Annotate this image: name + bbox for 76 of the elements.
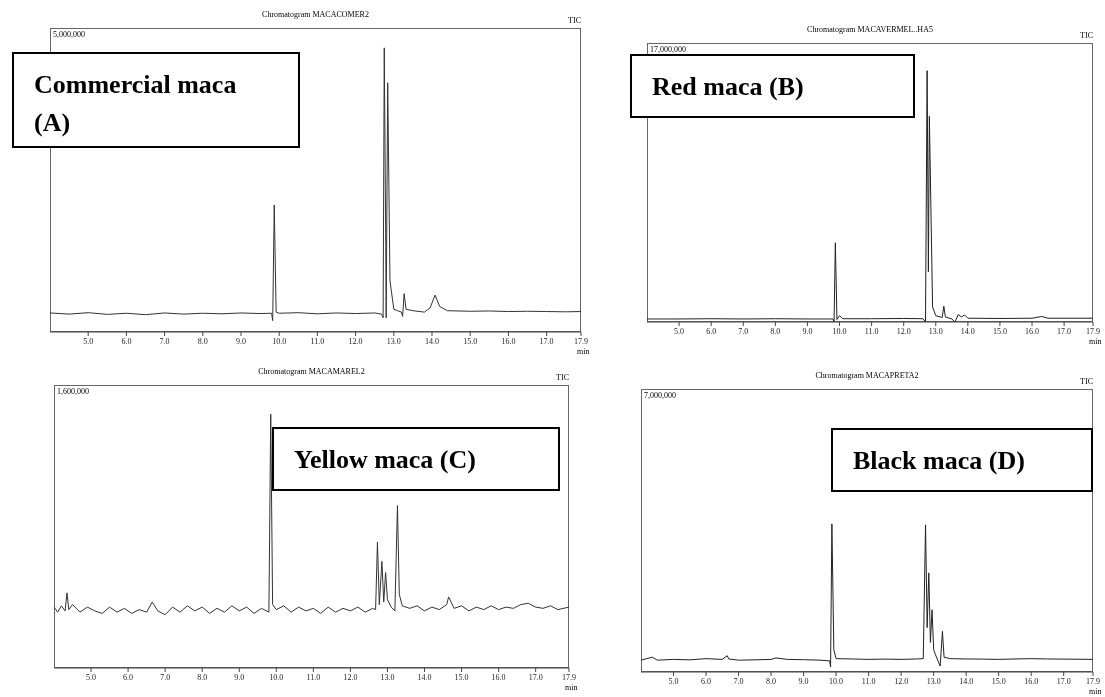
text: 1,600,000 [57,387,89,396]
x-tick-label: 15.0 [463,336,478,346]
x-tick-label: 12.0 [348,336,363,346]
text: TIC [1080,377,1093,386]
label-box: Commercial maca (A) [12,52,300,148]
text: 5,000,000 [53,30,85,39]
x-axis-title: min [565,683,578,692]
x-tick-label: 6.0 [701,676,712,686]
x-tick-label: 11.0 [864,326,879,336]
x-tick-label: 16.0 [501,336,516,346]
text: TIC [556,373,569,382]
x-tick-label: 11.0 [861,676,876,686]
x-tick-label: 8.0 [197,336,208,346]
x-tick-label: 17.9 [562,672,576,682]
x-tick-label: 7.0 [160,672,171,682]
chart-title: Chromatogram MACACOMER2 [262,10,369,19]
chart-title: Chromatogram MACAVERMEL..HA5 [807,25,933,34]
x-tick-label: 8.0 [766,676,777,686]
x-tick-label: 6.0 [121,336,132,346]
x-axis-title: min [577,347,590,356]
label-box: Black maca (D) [831,428,1093,492]
x-tick-label: 9.0 [802,326,813,336]
text: TIC [568,16,581,25]
x-tick-label: 11.0 [306,672,321,682]
x-tick-label: 16.0 [1025,326,1040,336]
chart-title: Chromatogram MACAPRETA2 [815,371,919,380]
x-tick-label: 7.0 [733,676,744,686]
x-tick-label: 15.0 [992,326,1007,336]
x-tick-label: 16.0 [1024,676,1039,686]
x-tick-label: 12.0 [896,326,911,336]
x-tick-label: 5.0 [668,676,679,686]
x-tick-label: 17.0 [528,672,543,682]
x-tick-label: 15.0 [991,676,1006,686]
x-tick-label: 8.0 [770,326,781,336]
text: 7,000,000 [644,391,676,400]
x-tick-label: 13.0 [926,676,941,686]
x-tick-label: 7.0 [738,326,749,336]
x-tick-label: 9.0 [798,676,809,686]
x-tick-label: 17.9 [1086,326,1100,336]
x-tick-label: 13.0 [928,326,943,336]
x-tick-label: 14.0 [959,676,974,686]
x-tick-label: 6.0 [123,672,134,682]
text: 17,000,000 [650,45,686,54]
x-tick-label: 10.0 [829,676,844,686]
x-tick-label: 17.9 [1086,676,1100,686]
x-tick-label: 13.0 [386,336,401,346]
x-tick-label: 17.0 [1057,326,1072,336]
x-tick-label: 10.0 [832,326,847,336]
x-tick-label: 13.0 [380,672,395,682]
label-box: Yellow maca (C) [272,427,560,491]
x-tick-label: 12.0 [343,672,358,682]
x-tick-label: 17.0 [539,336,554,346]
chart-title: Chromatogram MACAMAREL2 [258,367,365,376]
x-tick-label: 9.0 [236,336,247,346]
x-tick-label: 10.0 [272,336,287,346]
x-axis-title: min [1089,687,1102,696]
x-tick-label: 14.0 [417,672,432,682]
x-tick-label: 8.0 [197,672,208,682]
x-tick-label: 11.0 [310,336,325,346]
x-tick-label: 5.0 [86,672,97,682]
x-tick-label: 10.0 [269,672,284,682]
x-tick-label: 5.0 [674,326,685,336]
x-tick-label: 14.0 [425,336,440,346]
x-tick-label: 14.0 [960,326,975,336]
x-tick-label: 9.0 [234,672,245,682]
x-tick-label: 6.0 [706,326,717,336]
x-tick-label: 7.0 [159,336,170,346]
label-box: Red maca (B) [630,54,915,118]
x-tick-label: 15.0 [454,672,469,682]
x-tick-label: 12.0 [894,676,909,686]
x-tick-label: 16.0 [491,672,506,682]
text: TIC [1080,31,1093,40]
x-tick-label: 5.0 [83,336,94,346]
x-tick-label: 17.0 [1056,676,1071,686]
x-axis-title: min [1089,337,1102,346]
x-tick-label: 17.9 [574,336,588,346]
